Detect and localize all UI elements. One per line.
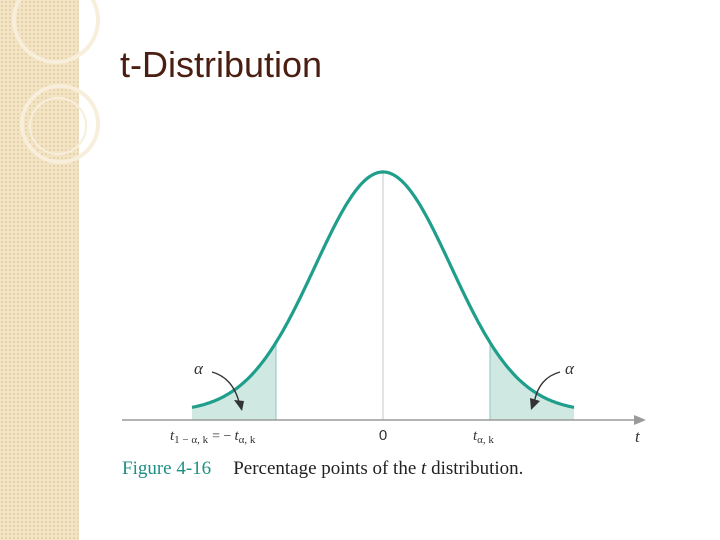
left-tail-area bbox=[192, 342, 276, 420]
x-axis-arrow bbox=[634, 415, 646, 425]
figure-number: Figure 4-16 bbox=[122, 458, 212, 479]
right-tail-area bbox=[490, 342, 574, 420]
slide-title: t-Distribution bbox=[120, 44, 323, 85]
decorative-rings bbox=[12, 0, 100, 164]
zero-label: 0 bbox=[379, 427, 387, 444]
density-curve bbox=[191, 170, 575, 409]
decorative-ring-middle bbox=[20, 84, 100, 164]
figure-caption: Figure 4-16 Percentage points of the t di… bbox=[122, 458, 523, 480]
left-alpha-arrowhead bbox=[234, 400, 244, 411]
left-alpha-label: α bbox=[194, 359, 204, 378]
caption-text-after: distribution. bbox=[426, 458, 524, 479]
side-band-edge bbox=[78, 0, 79, 540]
right-alpha-arrowhead bbox=[530, 398, 540, 410]
left-critical-label: t1 − α, k = − tα, k bbox=[170, 428, 256, 446]
decorative-ring-inner bbox=[29, 97, 87, 155]
t-distribution-diagram: α α t1 − α, k = − tα, k 0 tα, k t bbox=[122, 170, 646, 446]
decorative-ring-top bbox=[12, 0, 100, 64]
caption-text-before: Percentage points of the bbox=[233, 458, 422, 479]
right-critical-label: tα, k bbox=[473, 428, 494, 446]
right-alpha-label: α bbox=[565, 359, 575, 378]
x-axis-label: t bbox=[635, 427, 641, 446]
caption-italic-t: t bbox=[421, 458, 427, 479]
